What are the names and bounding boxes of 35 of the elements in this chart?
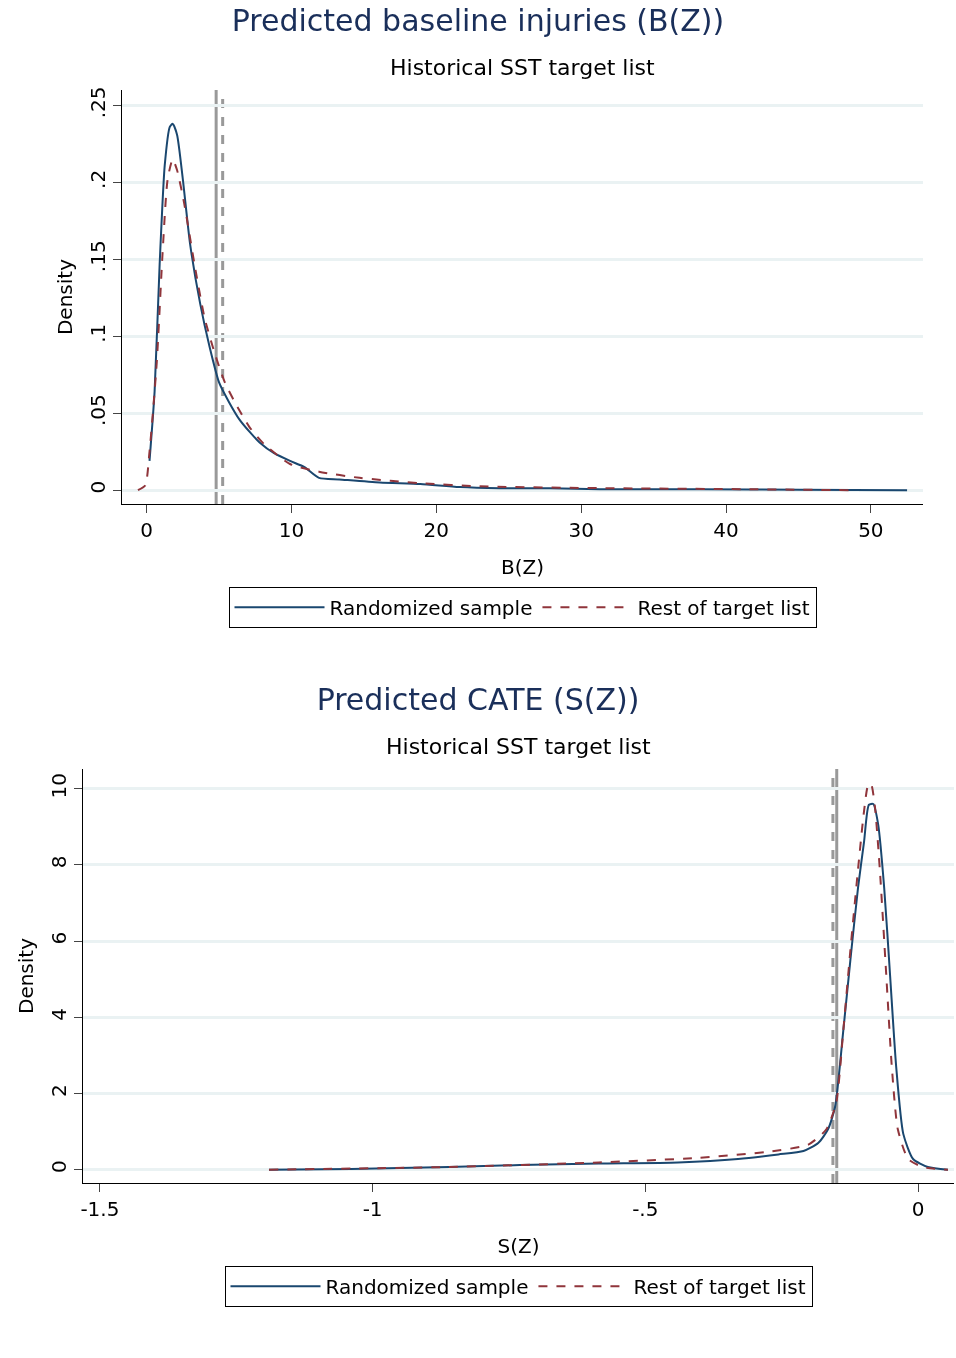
y-tick-label: 0 <box>86 480 110 494</box>
x-axis-title: S(Z) <box>497 1234 540 1258</box>
y-tick-label: 8 <box>47 855 71 869</box>
y-tick-label: .05 <box>86 394 110 427</box>
y-axis-title: Density <box>53 258 77 336</box>
x-tick-label: 40 <box>713 518 739 542</box>
x-tick-label: 10 <box>278 518 305 542</box>
legend-label: Rest of target list <box>633 1275 806 1300</box>
x-tick-label: 50 <box>858 518 884 542</box>
x-tick-label: 30 <box>568 518 594 542</box>
legend-label: Rest of target list <box>637 596 810 621</box>
y-tick-label: .2 <box>86 169 110 189</box>
y-tick-label: .1 <box>86 323 110 343</box>
legend-label: Randomized sample <box>325 1275 529 1300</box>
chart-subtitle: Historical SST target list <box>390 55 655 80</box>
y-tick-label: 2 <box>47 1084 71 1097</box>
chart-title: Predicted CATE (S(Z)) <box>316 682 640 718</box>
legend-label: Randomized sample <box>329 596 533 621</box>
x-tick-label: 0 <box>140 518 153 542</box>
y-tick-label: .25 <box>86 86 110 119</box>
y-tick-label: 10 <box>47 773 71 799</box>
x-tick-label: 20 <box>423 518 450 542</box>
x-tick-label: -1 <box>362 1197 383 1221</box>
y-tick-label: 6 <box>47 931 71 945</box>
chart-title: Predicted baseline injuries (B(Z)) <box>231 3 725 39</box>
chart-subtitle: Historical SST target list <box>386 734 651 759</box>
x-tick-label: -.5 <box>632 1197 659 1221</box>
y-tick-label: 0 <box>47 1160 71 1174</box>
x-axis-title: B(Z) <box>500 555 545 579</box>
y-tick-label: 4 <box>47 1007 71 1021</box>
line-series <box>148 122 909 492</box>
x-tick-label: 0 <box>911 1197 925 1221</box>
y-tick-label: .15 <box>86 240 110 273</box>
y-axis-title: Density <box>14 937 38 1015</box>
x-tick-label: -1.5 <box>80 1197 120 1221</box>
